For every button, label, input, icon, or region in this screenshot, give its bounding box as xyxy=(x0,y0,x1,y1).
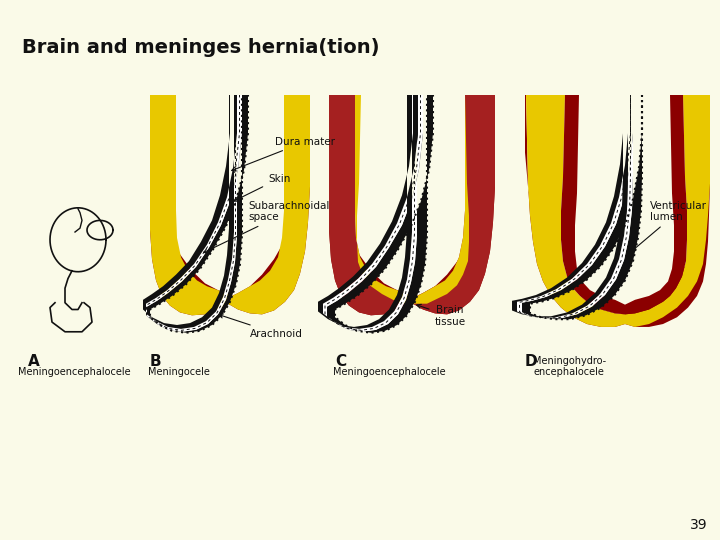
Polygon shape xyxy=(228,94,310,314)
Polygon shape xyxy=(150,94,232,315)
Text: Meningohydro-
encephalocele: Meningohydro- encephalocele xyxy=(533,356,606,377)
Text: Subarachnoidal
space: Subarachnoidal space xyxy=(204,201,329,253)
Text: Meningoencephalocele: Meningoencephalocele xyxy=(18,367,130,377)
Polygon shape xyxy=(323,94,423,332)
Polygon shape xyxy=(147,94,248,333)
Polygon shape xyxy=(413,94,495,314)
Polygon shape xyxy=(517,94,633,318)
Text: Brain
tissue: Brain tissue xyxy=(417,305,466,327)
Polygon shape xyxy=(329,94,411,315)
Polygon shape xyxy=(413,94,469,303)
Polygon shape xyxy=(327,94,433,333)
Text: Meningoencephalocele: Meningoencephalocele xyxy=(333,367,446,377)
Polygon shape xyxy=(625,94,687,314)
Text: C: C xyxy=(335,354,346,369)
Polygon shape xyxy=(143,94,237,329)
Polygon shape xyxy=(318,94,418,329)
Polygon shape xyxy=(525,94,625,327)
Polygon shape xyxy=(413,94,495,314)
Polygon shape xyxy=(228,94,310,314)
Text: Arachnoid: Arachnoid xyxy=(219,314,303,339)
Polygon shape xyxy=(561,94,625,314)
Polygon shape xyxy=(526,94,625,327)
Polygon shape xyxy=(150,94,232,315)
Text: B: B xyxy=(150,354,161,369)
Polygon shape xyxy=(355,94,413,303)
Polygon shape xyxy=(512,94,628,317)
Text: D: D xyxy=(525,354,538,369)
Polygon shape xyxy=(146,94,242,332)
Text: A: A xyxy=(28,354,40,369)
Text: Ventricular
lumen: Ventricular lumen xyxy=(631,201,707,252)
Polygon shape xyxy=(522,94,642,319)
Text: 39: 39 xyxy=(690,518,708,532)
Text: Dura mater: Dura mater xyxy=(232,137,335,171)
Text: Brain and meninges hernia(tion): Brain and meninges hernia(tion) xyxy=(22,38,379,57)
Polygon shape xyxy=(625,94,710,327)
Text: Skin: Skin xyxy=(233,174,290,201)
Polygon shape xyxy=(329,94,411,315)
Polygon shape xyxy=(625,94,710,327)
Text: Meningocele: Meningocele xyxy=(148,367,210,377)
